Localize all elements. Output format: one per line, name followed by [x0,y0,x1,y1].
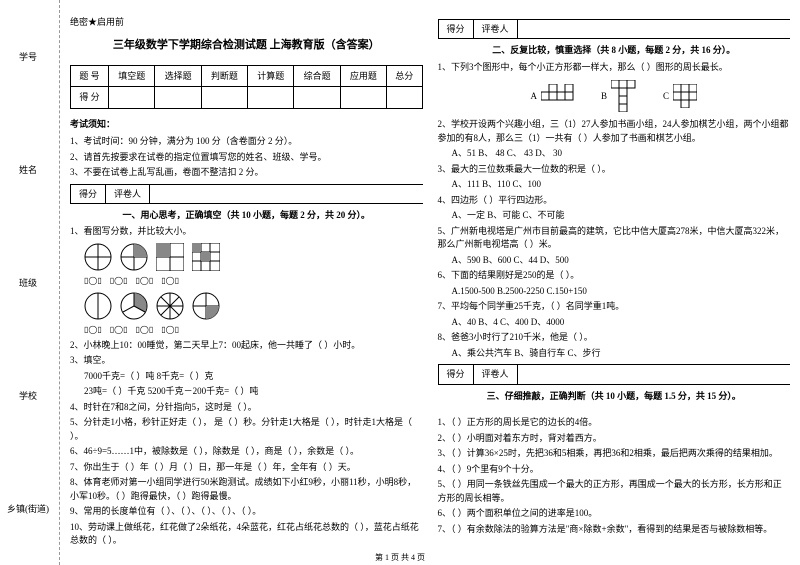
score-row-1: 得分 评卷人 [70,184,423,204]
td-7 [387,87,422,108]
s1q1: 1、看图写分数，并比较大小。 [70,225,423,239]
score-row-2: 得分 评卷人 [438,19,791,39]
s2q7o: A、40 B、4 C、400 D、4000 [438,316,791,330]
circle-5 [156,292,184,320]
notice-2: 2、请首先按要求在试卷的指定位置填写您的姓名、班级、学号。 [70,151,423,165]
score-l1: 得分 [70,185,106,203]
page-footer: 第 1 页 共 4 页 [0,552,800,563]
s2q6o: A.1500-500 B.2500-2250 C.150+150 [438,285,791,299]
margin-label-1: 姓名 [5,161,51,178]
s2q1: 1、下列3个图形中，每个小正方形都一样大，那么（ ）图形的周长最长。 [438,61,791,75]
left-column: 绝密★启用前 三年级数学下学期综合检测试题 上海教育版（含答案） 题 号 填空题… [70,15,423,560]
s3q2: 2、（ ）小明面对着东方时，背对着西方。 [438,432,791,446]
s2q3: 3、最大的三位数乘最大一位数的积是（ ）。 [438,163,791,177]
td-6 [340,87,386,108]
s2q2: 2、学校开设两个兴趣小组，三（1）27人参加书画小组，24人参加棋艺小组，两个小… [438,118,791,145]
opt-a-label: A [530,89,537,103]
s1q4: 4、时针在7和8之间，分针指向5，这时是（ ）。 [70,401,423,415]
shape-a [541,84,581,108]
s3q6: 6、（ ）两个面积单位之间的进率是100。 [438,507,791,521]
score3-l1: 得分 [438,365,474,383]
score-row-3: 得分 评卷人 [438,364,791,384]
s1q3b: 23吨=（ ）千克 5200千克－200千克=（ ）吨 [70,385,423,399]
margin-label-0: 学号 [5,48,51,65]
grid-1 [156,243,184,271]
compare-row-1: ▯◯▯ ▯◯▯ ▯◯▯ ▯◯▯ [70,275,423,288]
s1q3: 3、填空。 [70,354,423,368]
margin-label-4: 乡镇(街道) [5,500,51,517]
s3q1: 1、（ ）正方形的周长是它的边长的4倍。 [438,416,791,430]
sec3-title: 三、仔细推敲，正确判断（共 10 小题，每题 1.5 分，共 15 分）。 [438,389,791,403]
td-3 [201,87,247,108]
exam-title: 三年级数学下学期综合检测试题 上海教育版（含答案） [70,37,423,55]
s2q3o: A、111 B、110 C、100 [438,178,791,192]
th-0: 题 号 [71,65,109,86]
opt-b-label: B [601,89,607,103]
s1q2: 2、小林晚上10：00睡觉，第二天早上7：00起床，他一共睡了（ ）小时。 [70,339,423,353]
compare-row-2: ▯◯▯ ▯◯▯ ▯◯▯ ▯◯▯ [70,324,423,337]
score2-l2: 评卷人 [474,20,518,38]
fraction-diagrams [84,243,423,271]
secret-label: 绝密★启用前 [70,15,423,29]
s2q6: 6、下面的结果刚好是250的是（ ）。 [438,269,791,283]
s3q4: 4、（ ）9个里有9个十分。 [438,463,791,477]
td-1 [109,87,155,108]
s2q5o: A、590 B、600 C、44 D、500 [438,254,791,268]
circle-6 [192,292,220,320]
td-4 [248,87,294,108]
s1q5: 5、分针走1小格，秒针正好走（ ）， 是（ ）秒。分针走1大格是（ ），时针走1… [70,416,423,443]
notice-heading: 考试须知： [70,117,423,131]
s1q8: 8、体育老师对第一小组同学进行50米跑测试。成绩如下小红9秒，小丽11秒，小明8… [70,476,423,503]
right-column: 得分 评卷人 二、反复比较，慎重选择（共 8 小题，每题 2 分，共 16 分）… [438,15,791,560]
th-5: 综合题 [294,65,340,86]
s2q8o: A、乘公共汽车 B、骑自行车 C、步行 [438,347,791,361]
opt-c-label: C [663,89,669,103]
score-table: 题 号 填空题 选择题 判断题 计算题 综合题 应用题 总分 得 分 [70,65,423,109]
margin-label-2: 班级 [5,274,51,291]
margin-label-3: 学校 [5,387,51,404]
s1q3a: 7000千克=（ ）吨 8千克=（ ）克 [70,370,423,384]
th-3: 判断题 [201,65,247,86]
s2q2o: A、51 B、 48 C、 43 D、 30 [438,147,791,161]
th-7: 总分 [387,65,422,86]
shape-b [611,80,643,112]
score3-l2: 评卷人 [474,365,518,383]
circle-2 [120,243,148,271]
fraction-diagrams-2 [84,292,423,320]
s1q9: 9、常用的长度单位有（ ）、（ ）、（ ）、（ ）、（ ）。 [70,505,423,519]
td-0: 得 分 [71,87,109,108]
s2q5: 5、广州新电视塔是广州市目前最高的建筑，它比中信大厦高278米，中信大厦高322… [438,225,791,252]
sec1-title: 一、用心思考，正确填空（共 10 小题，每题 2 分，共 20 分）。 [70,208,423,222]
s3q5: 5、（ ）用同一条铁丝先围成一个最大的正方形，再围成一个最大的长方形，长方形和正… [438,478,791,505]
shape-c [673,84,697,108]
th-2: 选择题 [155,65,201,86]
s3q7: 7、（ ）有余数除法的验算方法是"商×除数+余数"，看得到的结果是否与被除数相等… [438,523,791,537]
sec2-title: 二、反复比较，慎重选择（共 8 小题，每题 2 分，共 16 分）。 [438,43,791,57]
s3q3: 3、（ ）计算36×25时，先把36和5相乘，再把36和2相乘，最后把两次乘得的… [438,447,791,461]
notice-3: 3、不要在试卷上乱写乱画，卷面不整洁扣 2 分。 [70,166,423,180]
score2-l1: 得分 [438,20,474,38]
s2q4: 4、四边形（ ）平行四边形。 [438,194,791,208]
grid-2 [192,243,220,271]
s1q7: 7、你出生于（ ）年（ ）月（ ）日，那一年是（ ）年，全年有（ ）天。 [70,461,423,475]
score-l2: 评卷人 [106,185,150,203]
s2q8: 8、爸爸3小时行了210千米，他是（ ）。 [438,331,791,345]
td-5 [294,87,340,108]
th-6: 应用题 [340,65,386,86]
notice-1: 1、考试时间：90 分钟，满分为 100 分（含卷面分 2 分）。 [70,135,423,149]
td-2 [155,87,201,108]
s1q6: 6、46÷9=5……1中，被除数是（ ），除数是（ ），商是（ ），余数是（ ）… [70,445,423,459]
th-4: 计算题 [248,65,294,86]
circle-3 [84,292,112,320]
s1q10: 10、劳动课上做纸花，红花做了2朵纸花，4朵蓝花，红花占纸花总数的（ ），蓝花占… [70,521,423,548]
shape-options: A B C [438,80,791,112]
circle-1 [84,243,112,271]
s2q7: 7、平均每个同学重25千克，（ ）名同学重1吨。 [438,300,791,314]
circle-4 [120,292,148,320]
th-1: 填空题 [109,65,155,86]
s2q4o: A、一定 B、可能 C、不可能 [438,209,791,223]
